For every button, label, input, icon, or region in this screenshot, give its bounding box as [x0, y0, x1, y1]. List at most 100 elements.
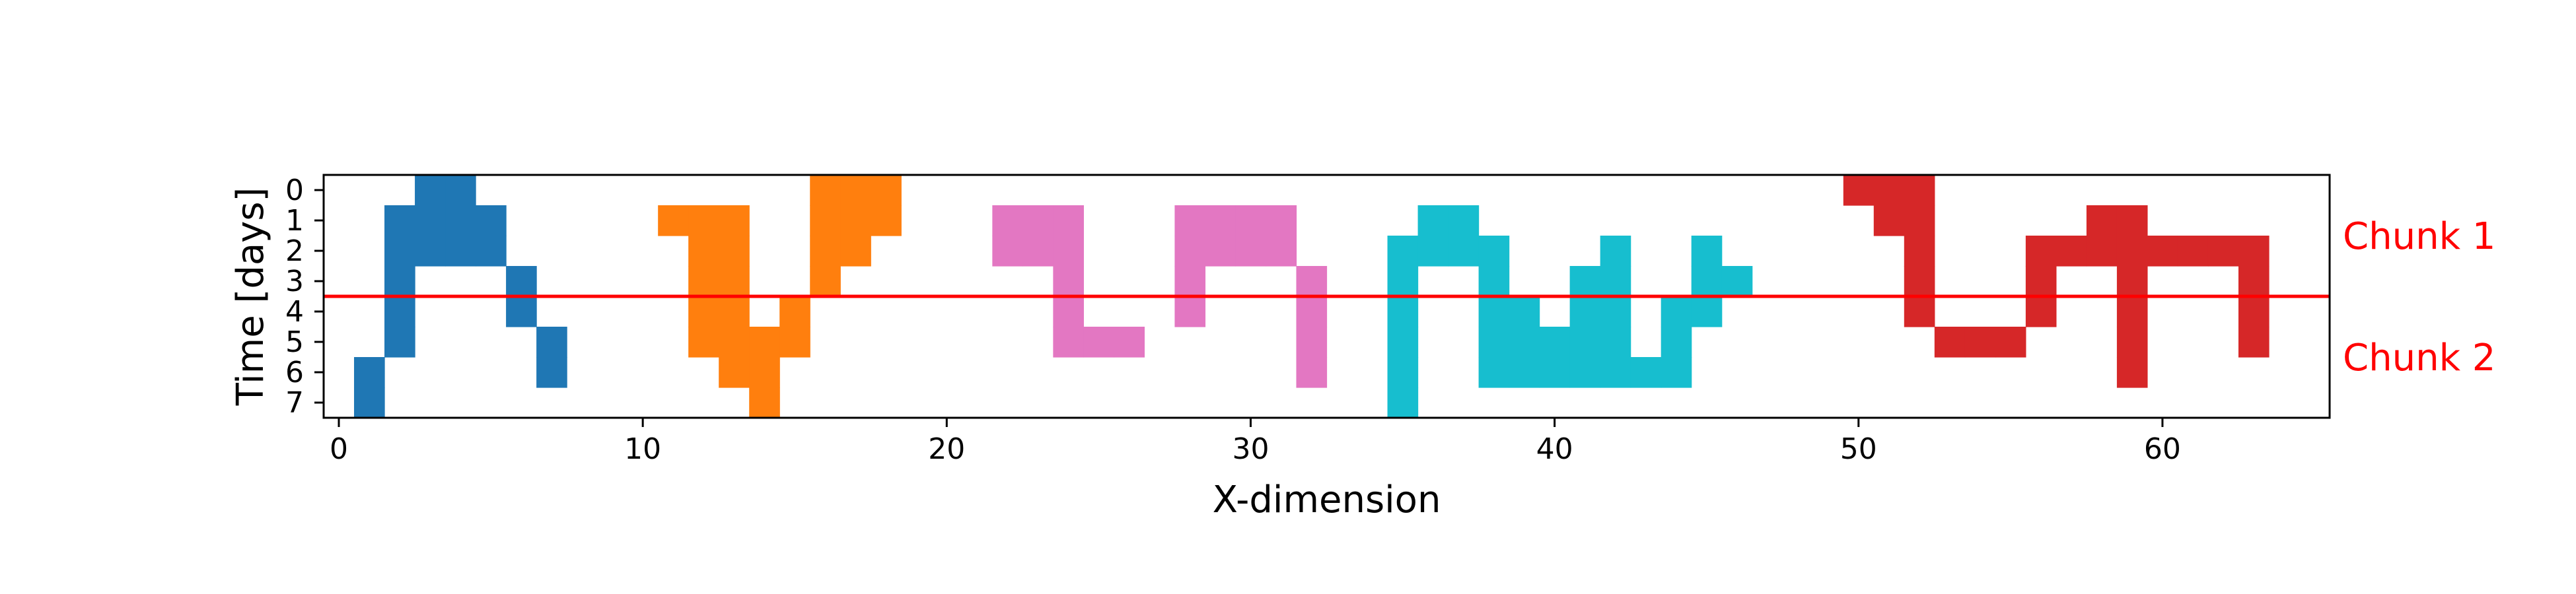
heatmap-cell-series-3: [1266, 205, 1297, 236]
heatmap-cell-series-2: [688, 205, 719, 236]
heatmap-cell-series-2: [749, 387, 780, 418]
heatmap-cell-series-4: [1478, 296, 1510, 327]
heatmap-cell-series-3: [1022, 205, 1054, 236]
heatmap-cell-series-4: [1661, 357, 1692, 388]
heatmap-cell-series-4: [1448, 205, 1480, 236]
heatmap-cell-series-4: [1600, 266, 1631, 297]
heatmap-cell-series-4: [1448, 236, 1480, 267]
heatmap-cell-series-4: [1478, 266, 1510, 297]
heatmap-cell-series-4: [1600, 296, 1631, 327]
heatmap-cell-series-5: [1964, 327, 1996, 358]
heatmap-cell-series-1: [384, 236, 415, 267]
heatmap-cell-series-3: [1053, 327, 1084, 358]
heatmap-cell-series-1: [415, 205, 446, 236]
heatmap-cell-series-5: [1843, 175, 1875, 206]
heatmap-cell-series-2: [688, 327, 719, 358]
plot-frame: [322, 174, 2331, 419]
heatmap-cell-series-4: [1387, 236, 1419, 267]
heatmap-cell-series-3: [1053, 205, 1084, 236]
heatmap-cell-series-4: [1691, 266, 1723, 297]
heatmap-cell-series-2: [871, 175, 902, 206]
heatmap-cell-series-4: [1661, 327, 1692, 358]
heatmap-cell-series-2: [779, 296, 810, 327]
heatmap-cell-series-2: [719, 236, 750, 267]
heatmap-cell-series-1: [506, 266, 537, 297]
heatmap-cell-series-2: [688, 236, 719, 267]
heatmap-cell-series-1: [445, 205, 476, 236]
heatmap-cell-series-5: [2116, 266, 2148, 297]
heatmap-cell-series-1: [415, 236, 446, 267]
heatmap-cell-series-5: [2025, 296, 2057, 327]
x-tick-label: 40: [1536, 432, 1573, 466]
heatmap-cell-series-2: [719, 205, 750, 236]
heatmap-cell-series-3: [1296, 357, 1328, 388]
heatmap-cell-series-5: [1934, 327, 1966, 358]
heatmap-cell-series-2: [719, 357, 750, 388]
heatmap-cell-series-2: [810, 205, 841, 236]
heatmap-cell-series-1: [354, 357, 385, 388]
heatmap-cell-series-1: [384, 296, 415, 327]
heatmap-cell-series-4: [1417, 205, 1449, 236]
heatmap-cell-series-3: [1296, 266, 1328, 297]
heatmap-cell-series-3: [1174, 205, 1206, 236]
heatmap-cell-series-5: [2116, 296, 2148, 327]
heatmap-cell-series-3: [1114, 327, 1145, 358]
heatmap-cell-series-3: [992, 236, 1023, 267]
x-tick-label: 10: [624, 432, 661, 466]
heatmap-cell-series-5: [2238, 327, 2270, 358]
heatmap-cell-series-2: [810, 266, 841, 297]
heatmap-cell-series-5: [1904, 205, 1935, 236]
y-tick-label: 1: [285, 204, 304, 238]
heatmap-cell-series-4: [1478, 327, 1510, 358]
heatmap-cell-series-5: [1995, 327, 2026, 358]
heatmap-cell-series-4: [1569, 296, 1601, 327]
heatmap-cell-series-4: [1387, 357, 1419, 388]
heatmap-cell-series-1: [476, 236, 507, 267]
y-tick-label: 0: [285, 174, 304, 207]
heatmap-cell-series-3: [1053, 296, 1084, 327]
heatmap-cell-series-4: [1387, 296, 1419, 327]
heatmap-cell-series-2: [779, 327, 810, 358]
heatmap-cell-series-2: [840, 205, 871, 236]
heatmap-cell-series-1: [476, 205, 507, 236]
heatmap-cell-series-3: [1022, 236, 1054, 267]
x-tick-label: 50: [1840, 432, 1877, 466]
heatmap-cell-series-5: [1873, 205, 1905, 236]
heatmap-cell-series-2: [719, 266, 750, 297]
heatmap-cell-series-1: [536, 357, 567, 388]
heatmap-cell-series-3: [1174, 296, 1206, 327]
y-tick-label: 3: [285, 265, 304, 298]
heatmap-cell-series-3: [1266, 236, 1297, 267]
heatmap-cell-series-4: [1539, 357, 1571, 388]
heatmap-cell-series-4: [1387, 327, 1419, 358]
heatmap-cell-series-1: [445, 175, 476, 206]
heatmap-cell-series-4: [1600, 327, 1631, 358]
x-axis-label: X-dimension: [1213, 478, 1441, 521]
heatmap-cell-series-2: [840, 236, 871, 267]
heatmap-cell-series-4: [1691, 296, 1723, 327]
chunk-1-label: Chunk 1: [2343, 215, 2495, 258]
x-tick-label: 0: [330, 432, 348, 466]
heatmap-cell-series-1: [445, 236, 476, 267]
heatmap-cell-series-5: [2116, 236, 2148, 267]
x-axis: 0 10 20 30 40 50 60: [330, 418, 2181, 466]
heatmap-cell-series-4: [1478, 357, 1510, 388]
heatmap-cell-series-3: [1296, 327, 1328, 358]
heatmap-cell-series-5: [2116, 327, 2148, 358]
heatmap-cell-series-4: [1569, 327, 1601, 358]
heatmap-cell-series-2: [749, 357, 780, 388]
heatmap-cell-series-5: [2116, 205, 2148, 236]
heatmap-cell-series-4: [1509, 296, 1540, 327]
y-tick-label: 2: [285, 234, 304, 268]
y-axis-label: Time [days]: [229, 187, 272, 407]
heatmap-cell-series-4: [1569, 266, 1601, 297]
heatmap-cell-series-5: [2238, 236, 2270, 267]
heatmap-cell-series-1: [506, 296, 537, 327]
heatmap-cell-series-2: [719, 327, 750, 358]
heatmap-cell-series-4: [1661, 296, 1692, 327]
heatmap-cell-series-5: [2238, 266, 2270, 297]
heatmap-cell-series-4: [1539, 327, 1571, 358]
y-tick-label: 4: [285, 295, 304, 329]
chunk-2-label: Chunk 2: [2343, 337, 2495, 380]
